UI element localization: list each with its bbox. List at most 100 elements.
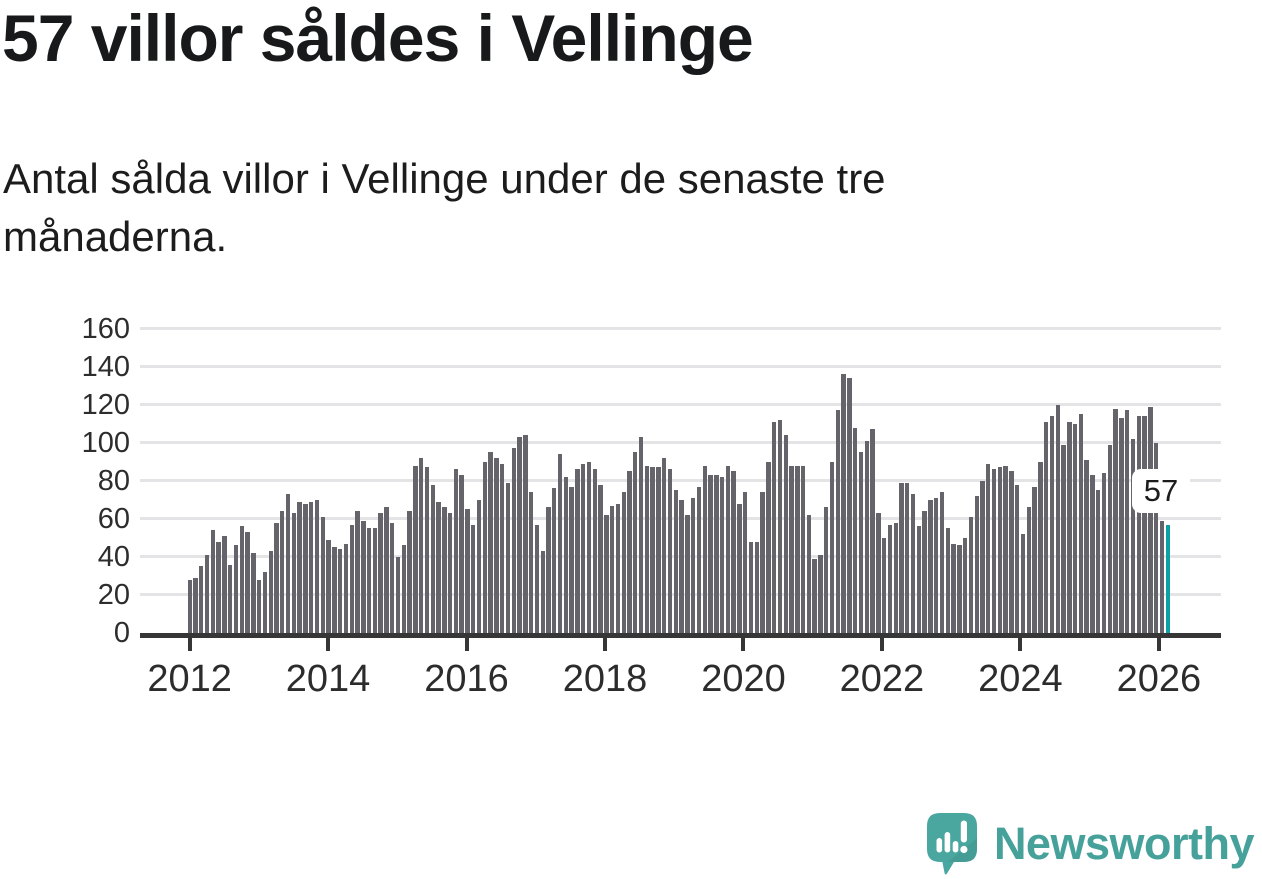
bar (789, 465, 794, 633)
bar (951, 543, 956, 633)
bar (256, 579, 262, 633)
bar (1124, 410, 1130, 633)
bar (650, 467, 655, 633)
bar (748, 541, 754, 633)
bar (586, 461, 592, 633)
bar (887, 524, 893, 633)
bar (1015, 484, 1020, 633)
bar (494, 457, 499, 633)
bar (366, 528, 372, 633)
bar (957, 545, 962, 633)
page-title: 57 villor såldes i Vellinge (2, 1, 754, 75)
bar (800, 465, 806, 633)
bar (447, 513, 453, 633)
bar (540, 551, 545, 633)
x-axis-tick (1156, 638, 1161, 651)
bar (517, 437, 522, 633)
bar (280, 511, 285, 633)
bar (395, 556, 401, 633)
bar (783, 435, 788, 633)
bar (453, 469, 459, 633)
x-tick-label: 2016 (424, 658, 509, 700)
bar (471, 524, 476, 633)
x-tick-label: 2020 (701, 658, 786, 700)
bar (378, 513, 383, 633)
y-tick-label: 0 (113, 617, 130, 649)
x-tick-label: 2024 (978, 658, 1063, 700)
bar (876, 513, 881, 633)
bar (667, 469, 673, 633)
bar (939, 492, 945, 633)
y-tick-label: 20 (97, 578, 130, 611)
highlight-value-text: 57 (1143, 473, 1179, 508)
bar (1009, 471, 1014, 633)
bar (621, 492, 626, 633)
bar (575, 469, 580, 633)
bar (332, 547, 337, 633)
y-tick-label: 120 (81, 388, 130, 421)
bar (644, 465, 650, 633)
bar (743, 492, 748, 633)
bar (528, 492, 534, 633)
bar (552, 488, 557, 633)
bar (459, 475, 464, 633)
bar (193, 577, 198, 633)
bar (1113, 408, 1118, 633)
bar (731, 471, 736, 633)
bar-chart: 0 20 40 60 80 100 120 140 160 2012 2014 2016 2018 20… (81, 314, 1221, 700)
bar (795, 465, 800, 633)
x-axis-tick (187, 638, 192, 651)
bar (1038, 461, 1043, 633)
bar (465, 509, 470, 633)
bar (824, 507, 829, 633)
y-tick-label: 80 (97, 464, 130, 497)
x-axis-tick (879, 638, 884, 651)
bar (337, 549, 343, 633)
bar (407, 511, 412, 633)
bar (991, 469, 997, 633)
bar (934, 497, 939, 633)
bar (598, 484, 603, 633)
bar (401, 545, 406, 633)
bar (505, 482, 511, 633)
bar (760, 492, 765, 633)
bar (1061, 444, 1066, 633)
x-tick-label: 2026 (1116, 658, 1202, 700)
bar (1148, 406, 1153, 633)
bar (1026, 507, 1031, 633)
bar (1107, 444, 1113, 633)
x-tick-label: 2014 (285, 658, 371, 700)
bar (853, 427, 858, 633)
bar (436, 501, 441, 633)
bar (922, 511, 927, 633)
gridline (140, 403, 1221, 407)
bar (355, 511, 360, 633)
x-axis-tick (464, 638, 469, 651)
bar (615, 503, 621, 633)
highlight-value-label: 57 (1132, 469, 1190, 513)
bar (418, 457, 424, 633)
bar (766, 461, 771, 633)
bar (187, 579, 192, 633)
bar (812, 558, 817, 633)
bar (986, 463, 991, 633)
bar (291, 513, 297, 633)
bar (592, 469, 597, 633)
bar (1096, 490, 1101, 633)
bar (488, 452, 493, 633)
y-tick-label: 40 (97, 540, 130, 573)
bar (1078, 414, 1084, 633)
bar (534, 524, 540, 633)
newsworthy-speech-bubble-icon (926, 813, 977, 875)
bar (430, 484, 435, 633)
bar (314, 499, 320, 633)
bar (216, 541, 221, 633)
bar (210, 530, 216, 633)
gridline (140, 365, 1221, 369)
bar (818, 554, 823, 633)
bar (546, 507, 551, 633)
bar (945, 528, 950, 633)
bar (1055, 404, 1060, 633)
bar (251, 553, 256, 633)
